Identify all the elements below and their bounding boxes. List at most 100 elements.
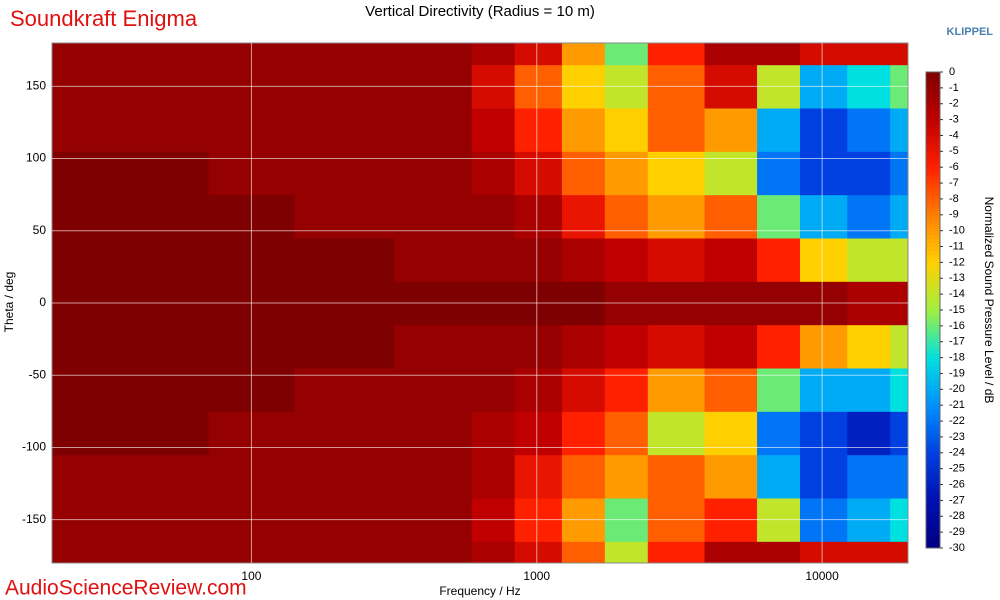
cell <box>52 238 110 282</box>
colorbar-segment <box>926 349 940 355</box>
colorbar-tick-label: -15 <box>949 304 965 316</box>
cell <box>604 454 649 499</box>
cell <box>108 368 209 412</box>
cell <box>561 324 606 369</box>
colorbar-segment <box>926 282 940 287</box>
colorbar-segment <box>926 373 940 378</box>
colorbar-tick-label: -28 <box>949 510 965 522</box>
cell <box>890 411 909 456</box>
colorbar-segment <box>926 139 940 144</box>
colorbar-segment <box>926 488 940 493</box>
colorbar-segment <box>926 385 940 390</box>
cell <box>471 411 516 456</box>
colorbar-segment <box>926 127 940 132</box>
colorbar-segment <box>926 206 940 212</box>
cell <box>294 368 395 412</box>
cell <box>890 368 909 412</box>
cell <box>704 324 758 369</box>
colorbar-segment <box>926 79 940 85</box>
colorbar-segment <box>926 321 940 327</box>
cell <box>394 151 473 196</box>
colorbar-tick-label: -6 <box>949 161 959 173</box>
cell <box>52 368 110 412</box>
colorbar-segment <box>926 532 940 537</box>
colorbar-segment <box>926 496 940 501</box>
cell <box>704 454 758 499</box>
colorbar-segment <box>926 91 940 97</box>
cell <box>890 238 909 282</box>
colorbar-segment <box>926 72 940 77</box>
colorbar-segment <box>926 278 940 283</box>
cell <box>471 541 516 564</box>
colorbar-segment <box>926 448 940 454</box>
colorbar-segment <box>926 353 940 359</box>
cell <box>847 238 891 282</box>
colorbar-segment <box>926 313 940 319</box>
colorbar-segment <box>926 389 940 394</box>
colorbar-segment <box>926 262 940 267</box>
colorbar-tick-label: -12 <box>949 256 965 268</box>
colorbar-segment <box>926 310 940 315</box>
cell <box>604 108 649 152</box>
colorbar-segment <box>926 151 940 156</box>
colorbar-tick-label: -20 <box>949 383 965 395</box>
cell <box>294 108 395 152</box>
colorbar-segment <box>926 191 940 196</box>
cell <box>890 194 909 239</box>
cell <box>890 324 909 369</box>
colorbar-tick-label: -22 <box>949 415 965 427</box>
cell <box>471 151 516 196</box>
colorbar-segment <box>926 123 940 129</box>
colorbar-segment <box>926 298 940 303</box>
cell <box>561 194 606 239</box>
colorbar-segment <box>926 171 940 176</box>
colorbar-tick-label: -18 <box>949 352 965 364</box>
colorbar-segment <box>926 512 940 517</box>
cell <box>647 411 706 456</box>
colorbar-segment <box>926 155 940 160</box>
cell <box>604 238 649 282</box>
cell <box>561 411 606 456</box>
cell <box>847 454 891 499</box>
colorbar-segment <box>926 159 940 164</box>
cell <box>514 194 563 239</box>
colorbar-segment <box>926 393 940 398</box>
colorbar-segment <box>926 460 940 466</box>
cell <box>800 43 848 66</box>
cell <box>471 368 516 412</box>
cell <box>757 238 801 282</box>
colorbar-tick-label: -9 <box>949 209 959 221</box>
x-tick-label: 10000 <box>805 569 839 583</box>
y-tick-label: -50 <box>29 367 47 381</box>
colorbar-segment <box>926 369 940 374</box>
cell <box>757 151 801 196</box>
cell <box>800 324 848 369</box>
cell <box>294 43 395 66</box>
colorbar-segment <box>926 432 940 438</box>
cell <box>394 368 473 412</box>
colorbar-segment <box>926 337 940 343</box>
chart-title: Vertical Directivity (Radius = 10 m) <box>365 3 595 20</box>
colorbar-segment <box>926 107 940 113</box>
cell <box>561 368 606 412</box>
colorbar-tick-label: -5 <box>949 145 959 157</box>
cell <box>647 238 706 282</box>
colorbar-segment <box>926 528 940 533</box>
cell <box>757 194 801 239</box>
cell <box>394 541 473 564</box>
colorbar-tick-label: -14 <box>949 288 965 300</box>
colorbar-segment <box>926 254 940 259</box>
colorbar-segment <box>926 147 940 152</box>
colorbar-segment <box>926 381 940 386</box>
colorbar-segment <box>926 214 940 220</box>
colorbar-segment <box>926 286 940 291</box>
colorbar-tick-label: -3 <box>949 114 959 126</box>
cell <box>704 194 758 239</box>
colorbar-tick-label: -29 <box>949 526 965 538</box>
cell <box>108 151 209 196</box>
colorbar-segment <box>926 163 940 168</box>
y-axis-label: Theta / deg <box>2 272 16 333</box>
cell <box>757 454 801 499</box>
colorbar-segment <box>926 325 940 331</box>
